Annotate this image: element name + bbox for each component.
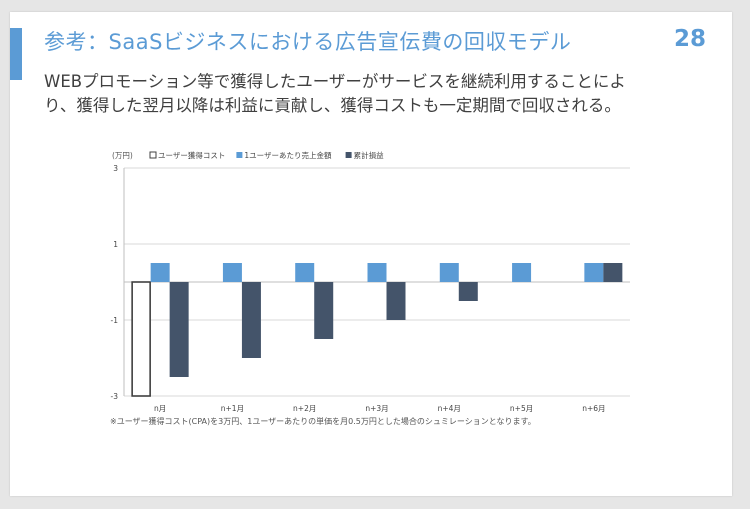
x-tick-label: n月 — [154, 404, 166, 413]
y-axis-unit-label: (万円) — [112, 151, 133, 160]
slide: 参考：SaaSビジネスにおける広告宣伝費の回収モデル 28 WEBプロモーション… — [10, 12, 732, 496]
slide-title: 参考：SaaSビジネスにおける広告宣伝費の回収モデル — [44, 30, 572, 54]
y-tick-label: -1 — [111, 316, 119, 325]
bar-revenue — [512, 263, 532, 282]
legend-swatch — [345, 152, 352, 158]
x-tick-label: n+1月 — [221, 404, 244, 413]
x-tick-label: n+3月 — [365, 404, 388, 413]
bar-revenue — [222, 263, 242, 282]
bar-acquisition-cost — [131, 281, 151, 397]
legend-label: 1ユーザーあたり売上金額 — [244, 150, 332, 160]
x-tick-label: n+2月 — [293, 404, 316, 413]
y-tick-label: -3 — [111, 392, 119, 401]
x-tick-label: n+4月 — [438, 404, 461, 413]
chart-footnote: ※ユーザー獲得コスト(CPA)を3万円、1ユーザーあたりの単価を月0.5万円とし… — [110, 417, 536, 426]
y-tick-label: 3 — [113, 164, 118, 173]
x-tick-label: n+5月 — [510, 404, 533, 413]
cost-recovery-chart: (万円) ユーザー獲得コスト 1ユーザーあたり売上金額 累計損益 3 1 -1 -3 n月 n+1… — [111, 150, 630, 413]
bar-cumulative — [386, 282, 406, 320]
bar-cumulative — [241, 282, 261, 358]
bar-cumulative — [603, 263, 623, 282]
bar-revenue — [295, 263, 315, 282]
bar-revenue — [367, 263, 387, 282]
legend-swatch — [236, 152, 243, 158]
bar-cumulative — [314, 282, 334, 339]
legend-swatch — [149, 151, 157, 159]
slide-description: WEBプロモーション等で獲得したユーザーがサービスを継続利用することによ り、獲… — [44, 72, 626, 115]
bar-revenue — [584, 263, 604, 282]
legend-label: ユーザー獲得コスト — [158, 150, 225, 160]
legend-label: 累計損益 — [354, 150, 384, 160]
bar-revenue — [150, 263, 170, 282]
bar-cumulative — [169, 282, 189, 377]
title-accent-bar — [10, 28, 22, 80]
bar-revenue — [439, 263, 459, 282]
x-tick-label: n+6月 — [582, 404, 605, 413]
y-tick-label: 1 — [113, 240, 118, 249]
page-number: 28 — [673, 26, 706, 52]
bar-cumulative — [458, 282, 478, 301]
